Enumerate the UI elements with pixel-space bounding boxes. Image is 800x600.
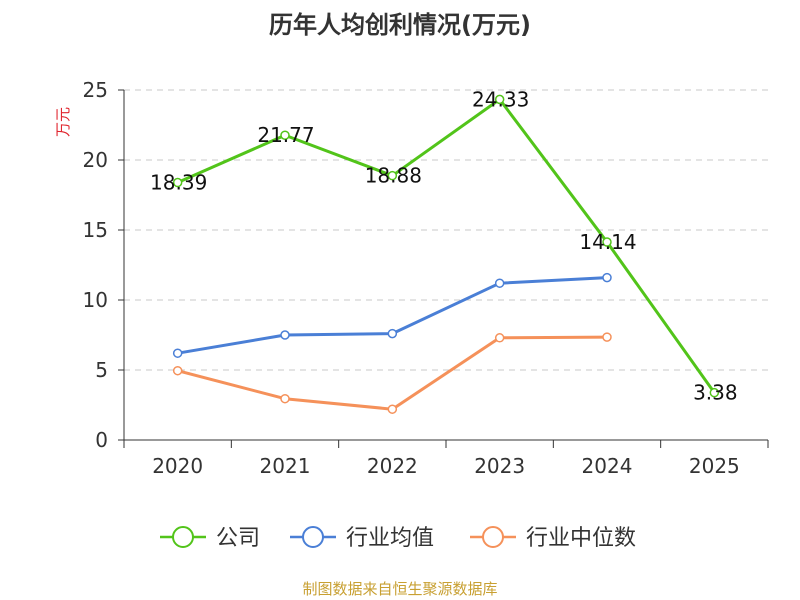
data-point xyxy=(280,393,290,404)
x-tick-label: 2023 xyxy=(474,454,525,478)
gridlines xyxy=(124,89,768,371)
legend-item-2[interactable]: 行业中位数 xyxy=(470,526,636,551)
data-point xyxy=(494,94,505,105)
y-tick-label: 25 xyxy=(83,78,108,102)
data-label: 24.33 xyxy=(472,87,529,111)
series-line-0 xyxy=(177,97,716,394)
x-tick-label: 2022 xyxy=(367,454,418,478)
data-point xyxy=(172,177,183,188)
data-point xyxy=(280,130,290,140)
series-lines xyxy=(172,94,720,414)
data-point xyxy=(494,333,505,343)
data-label: 18.88 xyxy=(365,164,422,188)
data-point xyxy=(602,272,612,283)
series-line-2 xyxy=(177,335,608,411)
data-point xyxy=(172,365,183,376)
x-tick-label: 2021 xyxy=(260,454,311,478)
data-label: 21.77 xyxy=(257,123,314,147)
x-tick-label: 2024 xyxy=(582,454,633,478)
legend[interactable]: 公司 行业均值 行业中位数 xyxy=(160,526,636,551)
data-label: 14.14 xyxy=(579,230,636,254)
data-point xyxy=(709,387,720,398)
data-point xyxy=(494,278,505,288)
data-point xyxy=(387,328,398,339)
y-tick-label: 15 xyxy=(83,218,108,242)
data-point xyxy=(602,237,612,247)
data-point xyxy=(172,348,183,358)
legend-label: 行业中位数 xyxy=(526,526,636,551)
x-tick-label: 2020 xyxy=(152,454,203,478)
source-note: 制图数据来自恒生聚源数据库 xyxy=(302,580,497,598)
series-line-1 xyxy=(177,276,608,355)
data-point xyxy=(387,404,398,414)
y-tick-label: 20 xyxy=(83,148,108,172)
y-axis-label: 万元 xyxy=(54,107,72,137)
chart-title: 历年人均创利情况(万元) xyxy=(269,11,531,39)
data-label: 18.39 xyxy=(150,171,207,195)
legend-marker xyxy=(302,526,324,548)
legend-label: 行业均值 xyxy=(346,526,434,551)
data-labels: 18.39 21.77 18.88 24.33 14.14 3.38 xyxy=(150,87,738,404)
y-tick-label: 0 xyxy=(95,428,108,452)
legend-item-1[interactable]: 行业均值 xyxy=(290,526,434,551)
y-tick-label: 5 xyxy=(95,358,108,382)
data-label: 3.38 xyxy=(693,381,738,405)
data-point xyxy=(602,332,612,342)
data-point xyxy=(387,170,398,181)
legend-label: 公司 xyxy=(216,526,260,551)
x-tick-label: 2025 xyxy=(689,454,740,478)
data-point xyxy=(280,330,290,340)
legend-item-0[interactable]: 公司 xyxy=(160,526,260,551)
y-tick-label: 10 xyxy=(83,288,108,312)
legend-marker xyxy=(172,526,194,548)
legend-marker xyxy=(482,526,504,548)
